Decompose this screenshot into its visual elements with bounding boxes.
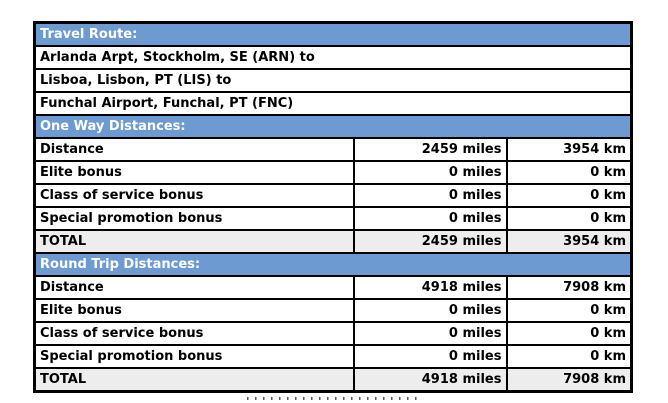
km-value: 0 km (505, 298, 633, 323)
row-label: Elite bonus (33, 160, 355, 185)
row-label: Special promotion bonus (33, 206, 355, 231)
travel-route-header: Travel Route: (33, 21, 633, 47)
clipped-caption (247, 397, 417, 400)
total-row: TOTAL 2459 miles 3954 km (33, 229, 633, 254)
mileage-results-table: Travel Route: Arlanda Arpt, Stockholm, S… (33, 21, 633, 393)
km-value: 7908 km (505, 275, 633, 300)
km-value: 7908 km (505, 367, 633, 393)
row-label: Class of service bonus (33, 183, 355, 208)
row-label: TOTAL (33, 229, 355, 254)
table-row: Class of service bonus 0 miles 0 km (33, 183, 633, 208)
km-value: 0 km (505, 344, 633, 369)
one-way-section-header: One Way Distances: (33, 114, 633, 139)
row-label: Distance (33, 275, 355, 300)
table-row: Elite bonus 0 miles 0 km (33, 160, 633, 185)
table-row: Elite bonus 0 miles 0 km (33, 298, 633, 323)
miles-value: 2459 miles (352, 229, 508, 254)
km-value: 0 km (505, 160, 633, 185)
row-label: Special promotion bonus (33, 344, 355, 369)
km-value: 0 km (505, 206, 633, 231)
row-label: Class of service bonus (33, 321, 355, 346)
km-value: 0 km (505, 183, 633, 208)
km-value: 3954 km (505, 229, 633, 254)
miles-value: 0 miles (352, 321, 508, 346)
round-trip-section-header: Round Trip Distances: (33, 252, 633, 277)
miles-value: 0 miles (352, 298, 508, 323)
total-row: TOTAL 4918 miles 7908 km (33, 367, 633, 393)
miles-value: 4918 miles (352, 275, 508, 300)
table-row: Distance 2459 miles 3954 km (33, 137, 633, 162)
route-line: Arlanda Arpt, Stockholm, SE (ARN) to (33, 45, 633, 70)
table-row: Distance 4918 miles 7908 km (33, 275, 633, 300)
miles-value: 0 miles (352, 160, 508, 185)
table-row: Special promotion bonus 0 miles 0 km (33, 206, 633, 231)
row-label: TOTAL (33, 367, 355, 393)
miles-value: 2459 miles (352, 137, 508, 162)
route-line: Funchal Airport, Funchal, PT (FNC) (33, 91, 633, 116)
table-row: Class of service bonus 0 miles 0 km (33, 321, 633, 346)
miles-value: 0 miles (352, 183, 508, 208)
miles-value: 0 miles (352, 206, 508, 231)
row-label: Elite bonus (33, 298, 355, 323)
miles-value: 4918 miles (352, 367, 508, 393)
km-value: 0 km (505, 321, 633, 346)
route-line: Lisboa, Lisbon, PT (LIS) to (33, 68, 633, 93)
miles-value: 0 miles (352, 344, 508, 369)
km-value: 3954 km (505, 137, 633, 162)
row-label: Distance (33, 137, 355, 162)
table-row: Special promotion bonus 0 miles 0 km (33, 344, 633, 369)
